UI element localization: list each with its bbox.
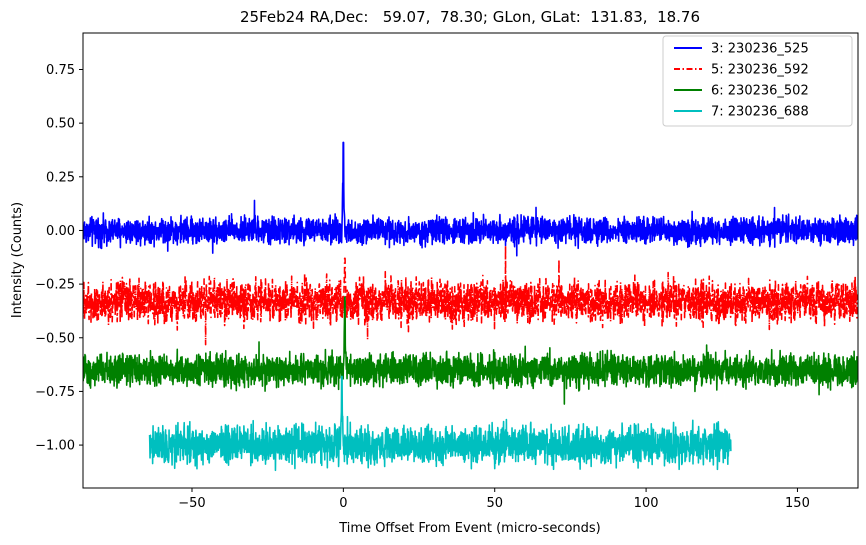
legend-label: 7: 230236_688 (711, 105, 809, 120)
x-tick-label: 0 (339, 496, 347, 511)
chart-title: 25Feb24 RA,Dec: 59.07, 78.30; GLon, GLat… (240, 8, 700, 26)
x-tick-label: 100 (634, 496, 659, 511)
legend-label: 6: 230236_502 (711, 84, 809, 99)
series-line-3 (83, 296, 858, 405)
x-axis-label: Time Offset From Event (micro-seconds) (338, 521, 601, 536)
x-tick-label: 50 (486, 496, 503, 511)
y-axis: 0.75 0.50 0.25 0.00 −0.25 −0.50 −0.75 −1.00 (35, 63, 83, 454)
y-tick-label: −0.25 (35, 278, 75, 293)
legend-label: 5: 230236_592 (711, 63, 809, 78)
y-tick-label: 0.50 (46, 117, 75, 132)
y-tick-label: 0.00 (46, 224, 75, 239)
y-axis-label: Intensity (Counts) (10, 202, 25, 318)
series-line-2 (83, 244, 858, 346)
y-tick-label: −0.75 (35, 385, 75, 400)
y-tick-label: −1.00 (35, 439, 75, 454)
series-layer (83, 141, 858, 472)
x-axis: −50 0 50 100 150 (178, 488, 810, 511)
x-tick-label: −50 (178, 496, 205, 511)
legend-frame (662, 35, 853, 127)
legend-label: 3: 230236_525 (711, 42, 809, 57)
y-tick-label: 0.75 (46, 63, 75, 78)
x-tick-label: 150 (785, 496, 810, 511)
legend: 3: 230236_525 5: 230236_592 6: 230236_502 7… (662, 35, 853, 127)
y-tick-label: −0.50 (35, 331, 75, 346)
series-line-4 (148, 375, 732, 472)
y-tick-label: 0.25 (46, 170, 75, 185)
series-line-1 (83, 141, 858, 257)
plot-frame (82, 32, 859, 489)
